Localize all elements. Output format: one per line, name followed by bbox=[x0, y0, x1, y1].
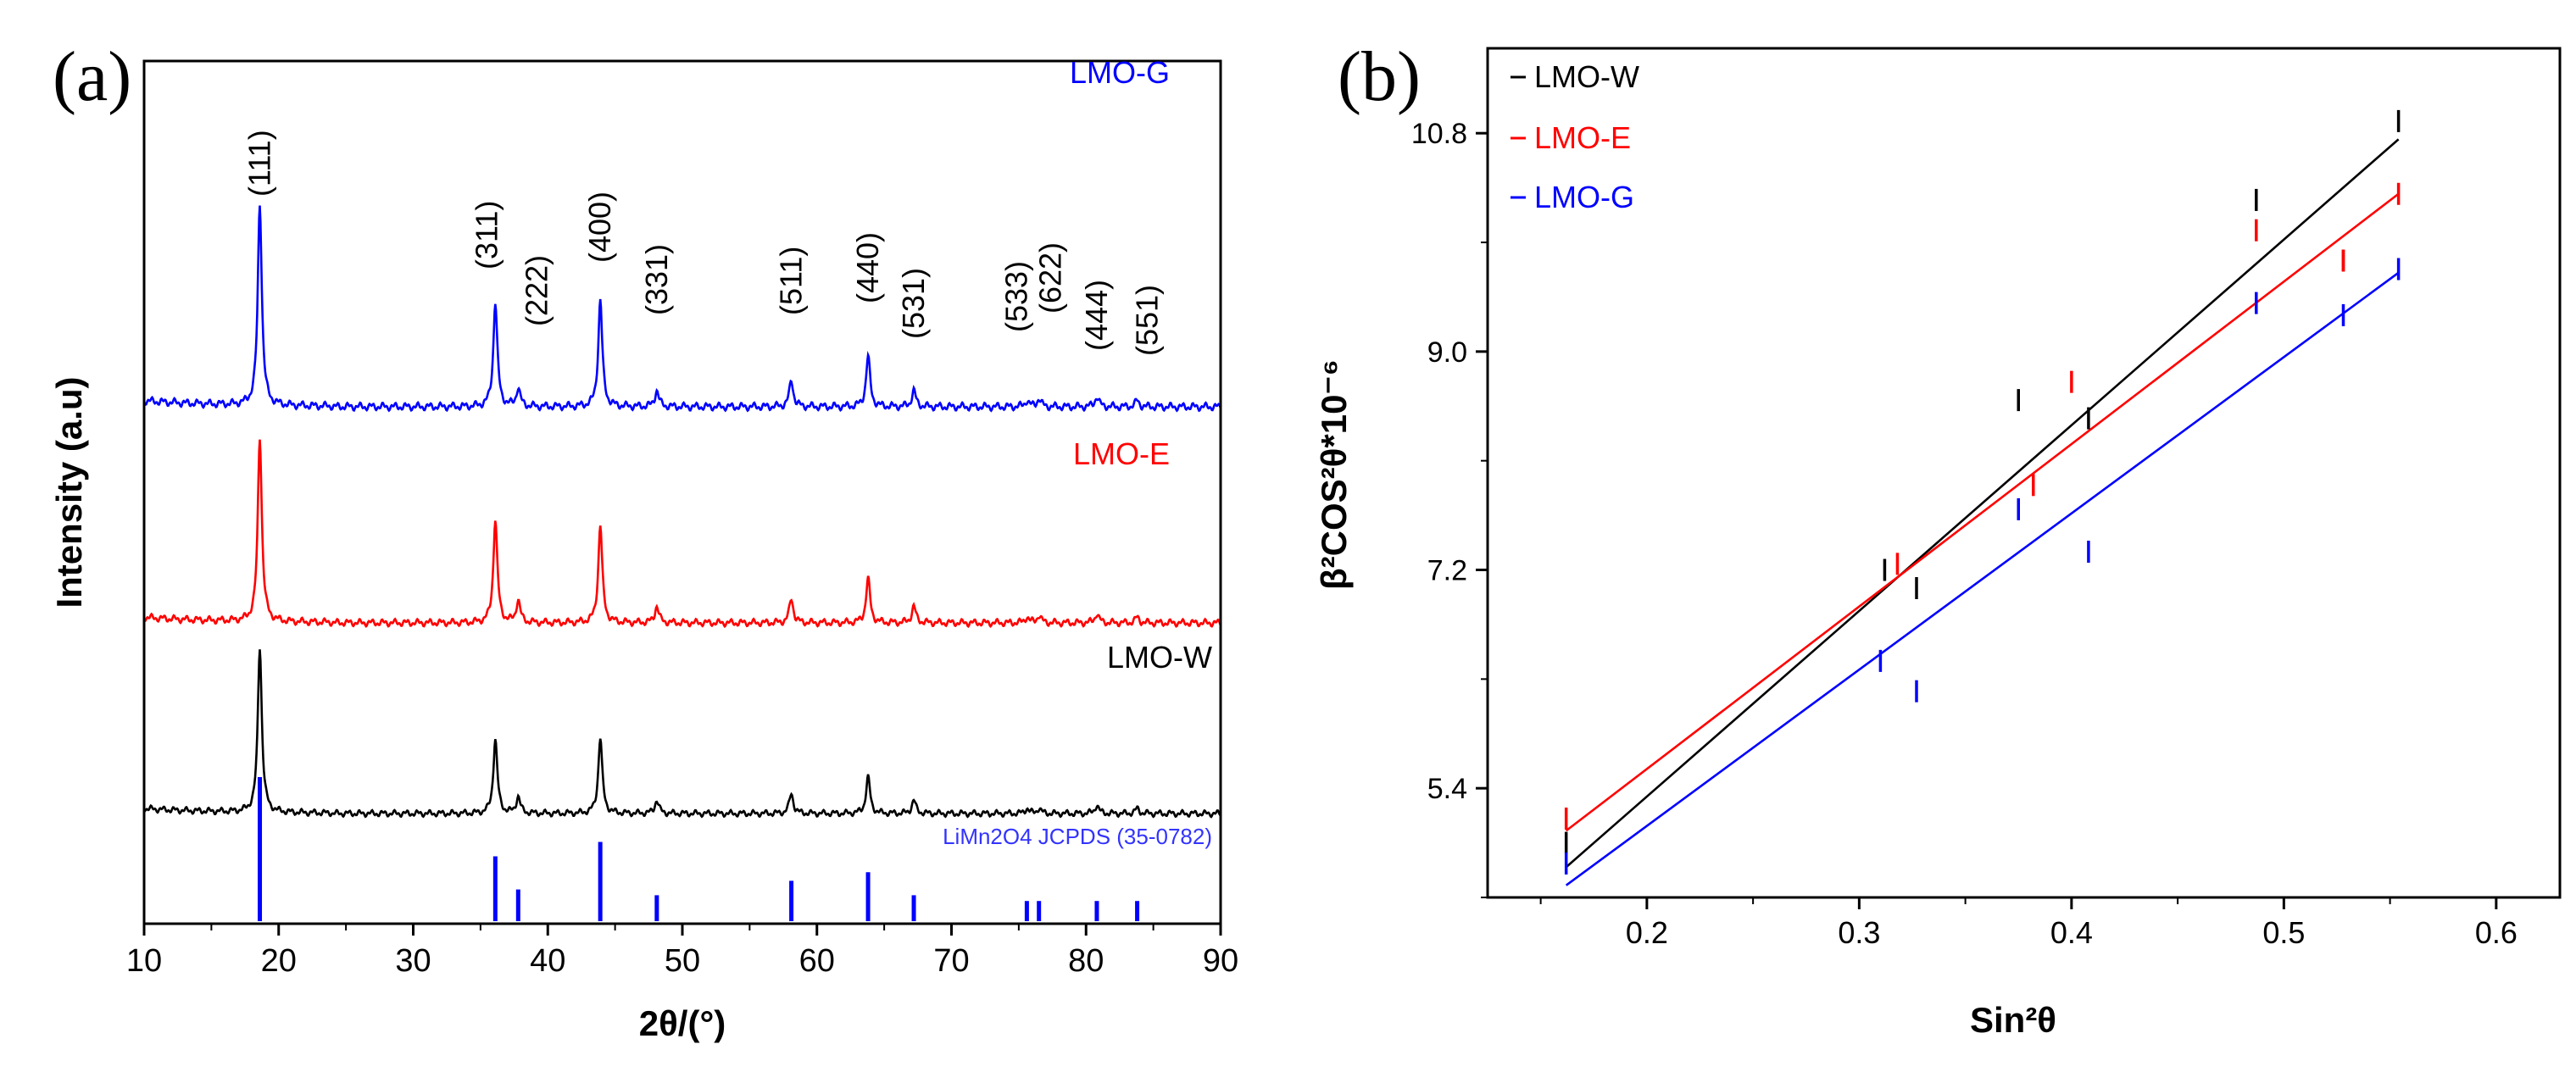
peak-labels: (111) (311) (222) (400) (331) (511) (440) (531)… bbox=[242, 130, 1165, 356]
legend-b-lmo-w: LMO-W bbox=[1534, 59, 1639, 94]
xrd-line-lmo-e bbox=[142, 439, 1222, 629]
panel-a-x-ticks: 10 20 30 40 50 60 70 80 90 bbox=[126, 924, 1238, 979]
legend-lmo-w: LMO-W bbox=[1107, 640, 1212, 675]
xrd-line-lmo-g bbox=[142, 205, 1222, 413]
panel-b-frame bbox=[1486, 47, 2562, 899]
x-tick-label: 50 bbox=[665, 943, 700, 979]
peak-label: (331) bbox=[639, 244, 674, 315]
panel-a-x-axis-title: 2θ/(°) bbox=[639, 1003, 726, 1043]
legend-lmo-g: LMO-G bbox=[1070, 55, 1170, 90]
y-tick-label: 9.0 bbox=[1427, 336, 1467, 369]
panel-b-legend: LMO-W LMO-E LMO-G bbox=[1511, 59, 1639, 214]
panel-a-xrd-chart: (a) (111)(311)(222)(400)(331) (511) (440)(… bbox=[49, 37, 1238, 1043]
reference-pattern bbox=[258, 777, 1140, 921]
peak-label: (511) bbox=[774, 247, 809, 315]
peak-label: (311) bbox=[469, 201, 504, 269]
peak-label: (444) bbox=[1079, 280, 1114, 351]
xrd-series-group bbox=[142, 205, 1222, 819]
panel-b-letter: (b) bbox=[1338, 37, 1421, 116]
x-tick-label: 90 bbox=[1203, 943, 1238, 979]
y-tick-label: 5.4 bbox=[1427, 773, 1467, 805]
x-tick-label: 10 bbox=[126, 943, 162, 979]
peak-label: (111) bbox=[242, 130, 277, 197]
panel-b-williamson-hall-chart: (b) 0.2 0.3 0.4 0.5 0.6 5.47.29.010.8 Sin²θ … bbox=[1314, 37, 2562, 1040]
panel-b-y-ticks: 5.4 7.2 9.0 10.8 bbox=[1411, 118, 1488, 898]
peak-label: (400) bbox=[582, 192, 617, 263]
x-tick-label: 20 bbox=[261, 943, 297, 979]
xrd-line-lmo-w bbox=[143, 649, 1221, 819]
y-tick-label: 10.8 bbox=[1411, 118, 1467, 150]
x-tick-label: 0.5 bbox=[2262, 915, 2305, 950]
legend-b-lmo-e: LMO-E bbox=[1534, 120, 1631, 155]
fit-line-lmo-e bbox=[1565, 192, 2400, 832]
x-tick-label: 0.4 bbox=[2050, 915, 2093, 950]
panel-b-x-axis-title: Sin²θ bbox=[1970, 1000, 2056, 1040]
legend-b-lmo-g: LMO-G bbox=[1534, 180, 1634, 214]
legend-lmo-e: LMO-E bbox=[1073, 436, 1170, 471]
peak-label: (622) bbox=[1033, 242, 1068, 314]
x-tick-label: 30 bbox=[395, 943, 431, 979]
panel-b-y-axis-title: β²COS²θ*10⁻⁶ bbox=[1314, 359, 1354, 590]
peak-label: (551) bbox=[1130, 285, 1165, 356]
fit-line-lmo-w bbox=[1565, 138, 2400, 869]
fit-line-lmo-g bbox=[1565, 271, 2400, 886]
x-tick-label: 80 bbox=[1068, 943, 1104, 979]
x-tick-label: 40 bbox=[530, 943, 565, 979]
fit-lines bbox=[1565, 138, 2400, 886]
peak-label: (440) bbox=[850, 232, 885, 303]
x-tick-label: 60 bbox=[799, 943, 835, 979]
panel-a-y-axis-title: Intensity (a.u) bbox=[49, 376, 89, 608]
peak-label: (222) bbox=[519, 255, 554, 326]
x-tick-label: 0.6 bbox=[2475, 915, 2518, 950]
x-tick-label: 0.3 bbox=[1838, 915, 1880, 950]
x-tick-label: 70 bbox=[933, 943, 969, 979]
peak-label: (533) bbox=[999, 261, 1033, 332]
panel-a-letter: (a) bbox=[53, 37, 131, 116]
data-points bbox=[1564, 109, 2401, 875]
peak-label: (531) bbox=[896, 268, 931, 339]
reference-label: LiMn2O4 JCPDS (35-0782) bbox=[943, 824, 1212, 849]
x-tick-label: 0.2 bbox=[1626, 915, 1668, 950]
panel-b-x-ticks: 0.2 0.3 0.4 0.5 0.6 bbox=[1539, 897, 2518, 950]
y-tick-label: 7.2 bbox=[1427, 555, 1467, 587]
